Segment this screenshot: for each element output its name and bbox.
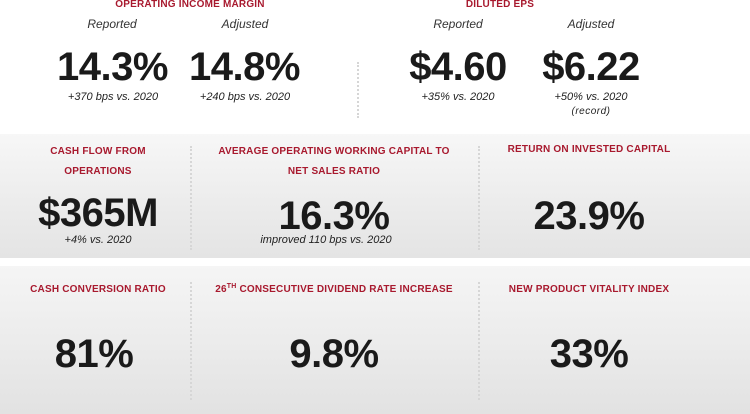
working-capital-title-line2: NET SALES RATIO xyxy=(287,166,381,177)
cash-flow-title-line1: CASH FLOW FROM xyxy=(50,146,146,157)
roic-title: RETURN ON INVESTED CAPITAL xyxy=(507,144,671,155)
operating-margin-adjusted-label: Adjusted xyxy=(221,17,269,31)
dividend-value: 9.8% xyxy=(289,332,379,376)
dividend-title: 26TH CONSECUTIVE DIVIDEND RATE INCREASE xyxy=(196,280,472,299)
operating-margin-reported-label: Reported xyxy=(87,17,137,31)
roic-value: 23.9% xyxy=(533,194,645,238)
operating-margin-adjusted-note: +240 bps vs. 2020 xyxy=(199,91,291,103)
row2-divider-right xyxy=(478,146,480,250)
cash-conversion-title: CASH CONVERSION RATIO xyxy=(30,284,166,295)
dividend-title-number: 26 xyxy=(215,284,227,295)
diluted-eps-adjusted-note: +50% vs. 2020 xyxy=(554,91,628,103)
cash-flow-title-line2: OPERATIONS xyxy=(64,166,132,177)
top-metrics-band xyxy=(0,0,750,128)
diluted-eps-record-note: (record) xyxy=(571,106,611,117)
row3-divider-right xyxy=(478,282,480,400)
diluted-eps-adjusted-label: Adjusted xyxy=(567,17,615,31)
working-capital-value: 16.3% xyxy=(278,194,390,238)
operating-margin-reported-note: +370 bps vs. 2020 xyxy=(67,91,159,103)
working-capital-title-line1: AVERAGE OPERATING WORKING CAPITAL TO xyxy=(218,146,450,157)
diluted-eps-reported-value: $4.60 xyxy=(409,45,507,89)
dividend-title-text: CONSECUTIVE DIVIDEND RATE INCREASE xyxy=(236,284,453,295)
cash-conversion-value: 81% xyxy=(54,332,134,376)
dividend-title-suffix: TH xyxy=(226,283,237,290)
diluted-eps-adjusted-value: $6.22 xyxy=(542,45,640,89)
operating-margin-adjusted-value: 14.8% xyxy=(189,45,300,89)
working-capital-note: improved 110 bps vs. 2020 xyxy=(260,234,392,246)
row1-divider xyxy=(357,62,359,118)
row2-divider-left xyxy=(190,146,192,250)
diluted-eps-reported-note: +35% vs. 2020 xyxy=(421,91,495,103)
row3-divider-left xyxy=(190,282,192,400)
vitality-title: NEW PRODUCT VITALITY INDEX xyxy=(508,284,670,295)
vitality-value: 33% xyxy=(549,332,629,376)
operating-margin-reported-value: 14.3% xyxy=(57,45,168,89)
diluted-eps-reported-label: Reported xyxy=(433,17,483,31)
diluted-eps-title: DILUTED EPS xyxy=(465,0,535,10)
middle-metrics-band xyxy=(0,134,750,258)
cash-flow-note: +4% vs. 2020 xyxy=(64,234,132,246)
bottom-metrics-band xyxy=(0,266,750,414)
operating-margin-title: OPERATING INCOME MARGIN xyxy=(115,0,265,10)
cash-flow-value: $365M xyxy=(38,191,158,235)
